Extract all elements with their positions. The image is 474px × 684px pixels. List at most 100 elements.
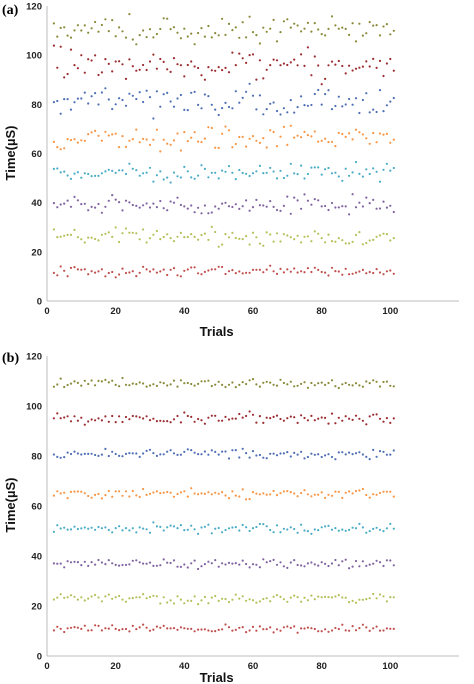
data-point — [378, 234, 382, 237]
data-point — [179, 626, 182, 629]
data-point — [142, 527, 145, 530]
data-point — [135, 69, 138, 72]
data-point — [148, 384, 152, 387]
data-point — [162, 596, 165, 599]
data-point — [269, 264, 272, 267]
data-point — [190, 91, 193, 94]
data-point — [172, 495, 176, 498]
data-point — [313, 453, 316, 456]
data-point — [224, 66, 227, 69]
data-point — [241, 595, 244, 598]
data-point — [303, 64, 306, 67]
data-point — [392, 96, 395, 100]
data-point — [245, 90, 248, 93]
data-point — [303, 271, 306, 274]
data-point — [337, 27, 340, 30]
data-point — [241, 135, 244, 138]
data-point — [179, 176, 182, 179]
data-point — [135, 275, 138, 278]
data-point — [172, 57, 176, 60]
data-point — [210, 36, 213, 39]
data-point — [282, 204, 285, 207]
data-point — [135, 97, 138, 101]
data-point — [128, 563, 131, 566]
data-point — [118, 146, 121, 149]
data-point — [251, 563, 255, 566]
data-point — [241, 57, 244, 60]
data-point — [227, 497, 231, 500]
data-point — [197, 493, 200, 496]
data-point — [203, 525, 206, 528]
data-point — [330, 60, 334, 63]
data-point — [155, 32, 158, 36]
data-point — [269, 381, 272, 384]
data-point — [372, 448, 375, 451]
data-point — [317, 417, 320, 420]
data-point — [337, 131, 340, 134]
data-point — [179, 453, 182, 456]
data-point — [348, 417, 351, 420]
data-point — [327, 596, 330, 599]
data-point — [135, 494, 138, 497]
data-point — [389, 596, 392, 599]
data-point — [313, 22, 316, 25]
data-point — [210, 69, 213, 72]
data-point — [258, 415, 261, 418]
data-point — [262, 558, 265, 561]
data-point — [138, 596, 141, 599]
data-point — [118, 490, 121, 493]
data-point — [214, 205, 217, 208]
data-point — [214, 108, 217, 111]
data-point — [234, 142, 237, 146]
data-point — [300, 523, 303, 526]
data-point — [241, 272, 244, 275]
data-point — [272, 101, 275, 104]
data-point — [258, 59, 261, 62]
data-point — [193, 630, 196, 633]
data-point — [286, 18, 289, 21]
data-point — [245, 498, 248, 501]
data-point — [245, 36, 248, 39]
data-point — [214, 594, 217, 598]
data-point — [265, 68, 268, 71]
data-point — [210, 225, 213, 228]
data-point — [66, 34, 69, 37]
data-point — [80, 416, 83, 419]
data-point — [310, 30, 313, 33]
data-point — [389, 559, 392, 562]
data-point — [80, 97, 83, 100]
data-point — [76, 97, 79, 100]
data-point — [375, 597, 378, 600]
data-point — [135, 628, 138, 631]
data-point — [334, 270, 337, 273]
data-point — [231, 205, 234, 209]
data-point — [262, 204, 265, 207]
data-point — [142, 204, 145, 207]
data-point — [368, 496, 371, 499]
data-point — [90, 418, 93, 421]
data-point — [66, 451, 69, 454]
data-point — [330, 562, 334, 565]
data-point — [148, 60, 152, 63]
data-point — [248, 243, 251, 246]
data-point — [348, 213, 351, 216]
data-point — [200, 141, 203, 144]
data-point — [227, 527, 231, 530]
data-point — [52, 140, 56, 143]
data-point — [293, 527, 296, 531]
data-point — [183, 131, 186, 134]
data-point — [344, 205, 347, 208]
data-point — [313, 198, 316, 201]
data-point — [118, 273, 121, 276]
data-point — [104, 627, 107, 630]
data-point — [97, 103, 100, 106]
data-point — [190, 449, 193, 452]
data-point — [389, 453, 392, 456]
data-point — [344, 72, 347, 75]
data-point — [327, 422, 330, 425]
data-point — [313, 55, 316, 58]
data-point — [324, 241, 327, 244]
data-point — [337, 206, 340, 209]
data-point — [306, 562, 309, 565]
data-point — [148, 96, 152, 99]
